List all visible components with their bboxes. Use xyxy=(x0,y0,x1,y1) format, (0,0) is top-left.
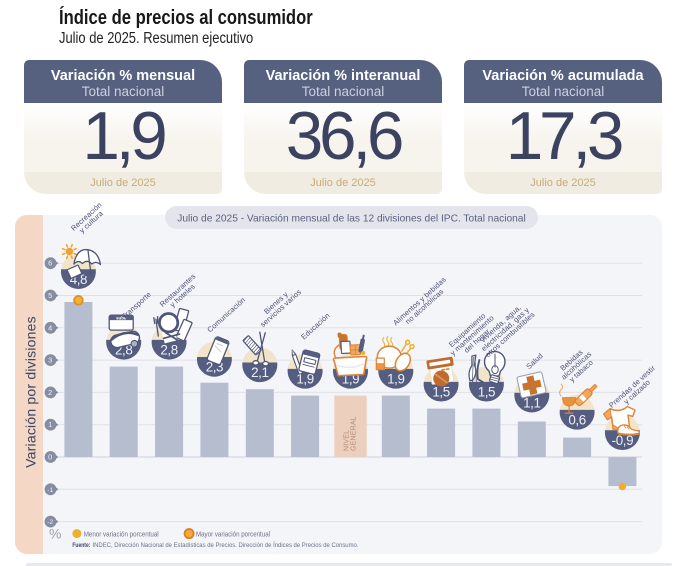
svg-text:1,5: 1,5 xyxy=(478,384,495,399)
svg-text:sube: sube xyxy=(116,315,127,320)
svg-text:Mayor variación porcentual: Mayor variación porcentual xyxy=(196,530,270,539)
svg-text:INDEC, Dirección Nacional de E: INDEC, Dirección Nacional de Estadística… xyxy=(93,540,359,549)
svg-text:-0,9: -0,9 xyxy=(612,433,633,448)
svg-text:1,9: 1,9 xyxy=(296,372,313,387)
svg-text:2,1: 2,1 xyxy=(251,365,268,380)
svg-text:NIVELGENERAL: NIVELGENERAL xyxy=(344,416,358,451)
svg-text:1,1: 1,1 xyxy=(523,395,540,410)
svg-text:Fuente:: Fuente: xyxy=(72,542,90,549)
svg-text:Variación por divisiones: Variación por divisiones xyxy=(23,316,39,468)
svg-text:1,5: 1,5 xyxy=(432,384,449,399)
svg-text:2,8: 2,8 xyxy=(160,343,177,358)
svg-text:-2: -2 xyxy=(47,519,53,526)
svg-text:2: 2 xyxy=(48,388,52,397)
svg-text:1: 1 xyxy=(48,420,52,429)
svg-text:0: 0 xyxy=(48,453,52,462)
svg-text:-1: -1 xyxy=(47,487,53,494)
svg-text:Menor variación porcentual: Menor variación porcentual xyxy=(84,530,159,539)
svg-text:Julio de 2025 - Variación mens: Julio de 2025 - Variación mensual de las… xyxy=(177,214,525,225)
svg-text:6: 6 xyxy=(48,259,52,268)
svg-text:0,6: 0,6 xyxy=(568,413,585,428)
svg-text:1,9: 1,9 xyxy=(387,372,404,387)
svg-text:%: % xyxy=(49,526,61,542)
svg-text:5: 5 xyxy=(48,291,52,300)
svg-text:4: 4 xyxy=(48,323,52,332)
svg-text:3: 3 xyxy=(48,356,52,365)
